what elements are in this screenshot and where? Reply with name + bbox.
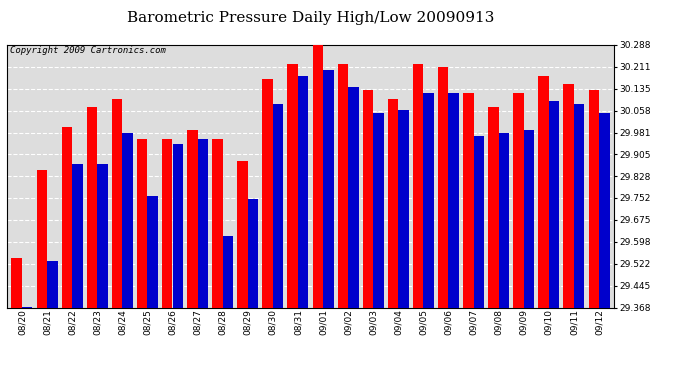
Bar	[87, 107, 97, 308]
Bar	[488, 107, 499, 308]
Bar	[223, 236, 233, 308]
Bar	[564, 84, 574, 308]
Bar	[273, 104, 284, 308]
Bar	[237, 161, 248, 308]
Bar	[298, 76, 308, 307]
Bar	[122, 133, 133, 308]
Bar	[61, 127, 72, 308]
Bar	[448, 93, 459, 308]
Bar	[337, 64, 348, 308]
Bar	[413, 64, 424, 308]
Bar	[524, 130, 534, 308]
Bar	[162, 139, 172, 308]
Bar	[313, 44, 323, 308]
Bar	[363, 90, 373, 308]
Bar	[398, 110, 409, 308]
Bar	[589, 90, 599, 308]
Bar	[388, 99, 398, 308]
Bar	[538, 76, 549, 307]
Bar	[137, 139, 148, 308]
Bar	[574, 104, 584, 308]
Bar	[513, 93, 524, 308]
Bar	[37, 170, 47, 308]
Bar	[47, 261, 57, 308]
Bar	[212, 139, 223, 308]
Bar	[424, 93, 434, 308]
Bar	[187, 130, 197, 308]
Bar	[599, 113, 609, 308]
Bar	[473, 136, 484, 308]
Bar	[438, 67, 449, 308]
Bar	[112, 99, 122, 308]
Text: Copyright 2009 Cartronics.com: Copyright 2009 Cartronics.com	[10, 46, 166, 56]
Bar	[262, 79, 273, 308]
Bar	[97, 164, 108, 308]
Text: Barometric Pressure Daily High/Low 20090913: Barometric Pressure Daily High/Low 20090…	[127, 11, 494, 25]
Bar	[22, 307, 32, 308]
Bar	[348, 87, 359, 308]
Bar	[172, 144, 183, 308]
Bar	[72, 164, 83, 308]
Bar	[549, 102, 560, 308]
Bar	[323, 70, 333, 308]
Bar	[197, 139, 208, 308]
Bar	[12, 258, 22, 308]
Bar	[148, 196, 158, 308]
Bar	[248, 198, 258, 308]
Bar	[288, 64, 298, 308]
Bar	[499, 133, 509, 308]
Bar	[373, 113, 384, 308]
Bar	[463, 93, 473, 308]
